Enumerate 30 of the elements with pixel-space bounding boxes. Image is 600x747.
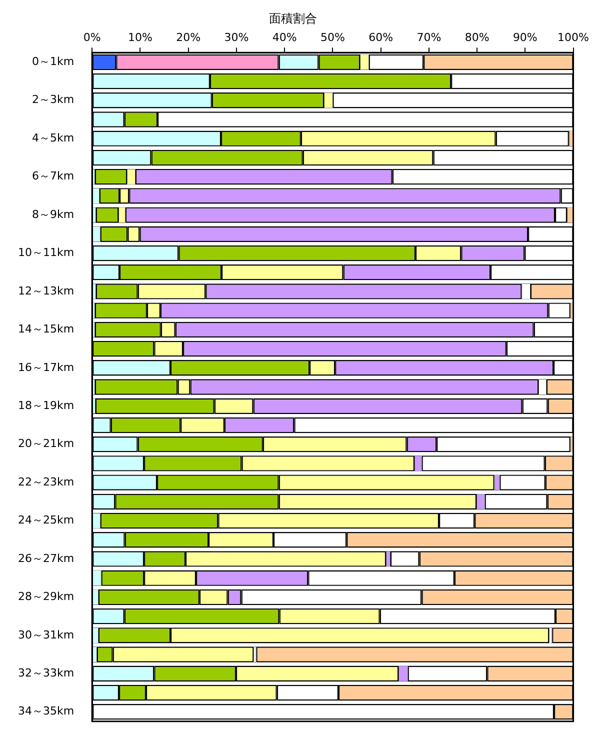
y-tick-label: 22～23km — [18, 475, 74, 488]
y-tick-label: 16～17km — [18, 360, 74, 374]
y-tick-label: 26～27km — [18, 552, 74, 565]
y-tick-label: 34～35km — [18, 704, 74, 718]
x-tick-label: 20% — [176, 30, 201, 44]
y-tick-label: 4～5km — [32, 131, 74, 144]
chart-title: 面積割合 — [269, 11, 317, 26]
x-tick-label: 0% — [83, 30, 101, 44]
x-tick-label: 100% — [558, 30, 590, 44]
y-tick-label: 14～15km — [18, 322, 74, 336]
y-tick-label: 24～25km — [18, 514, 74, 527]
y-tick-label: 0～1km — [32, 55, 74, 68]
y-tick-label: 18～19km — [18, 398, 74, 412]
x-tick-label: 10% — [128, 30, 152, 44]
y-tick-label: 28～29km — [18, 590, 74, 604]
y-tick-label: 20～21km — [18, 437, 74, 450]
y-tick-label: 10～11km — [18, 246, 74, 260]
x-tick-label: 30% — [224, 30, 249, 44]
y-tick-label: 32～33km — [18, 666, 74, 680]
x-tick-label: 50% — [320, 30, 345, 44]
x-tick-label: 90% — [512, 30, 538, 44]
x-tick-label: 80% — [464, 30, 490, 44]
x-tick-label: 70% — [416, 30, 442, 44]
x-tick-label: 40% — [272, 30, 297, 44]
y-tick-label: 8～9km — [32, 208, 74, 221]
y-tick-label: 2～3km — [32, 93, 74, 106]
y-tick-label: 30～31km — [18, 628, 74, 642]
x-tick-label: 60% — [368, 30, 394, 44]
y-tick-label: 6～7km — [32, 170, 74, 183]
y-tick-label: 12～13km — [18, 284, 74, 298]
